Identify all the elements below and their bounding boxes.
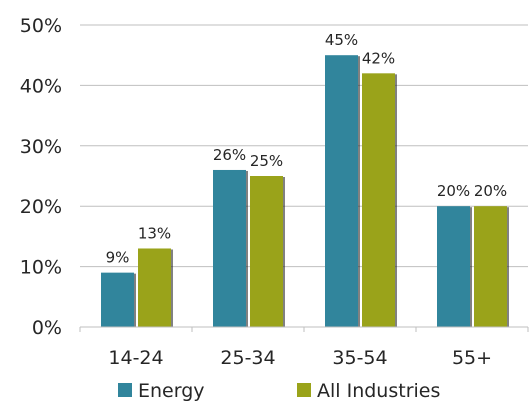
- data-label: 42%: [362, 49, 395, 67]
- y-tick-label: 20%: [20, 196, 62, 218]
- x-axis-tick-marks: [79, 327, 529, 332]
- bar-energy-14-24: [101, 272, 134, 327]
- y-axis-tick-labels: 0% 10% 20% 30% 40% 50%: [20, 15, 62, 339]
- y-tick-label: 10%: [20, 257, 62, 279]
- data-label: 45%: [325, 31, 358, 49]
- bar-energy-25-34: [213, 169, 246, 327]
- data-label: 20%: [437, 182, 470, 200]
- legend-label-all-industries: All Industries: [317, 380, 440, 402]
- bar-all-industries-55+: [474, 206, 507, 327]
- y-tick-label: 40%: [20, 75, 62, 97]
- data-label: 25%: [250, 152, 283, 170]
- x-category-label: 25-34: [220, 347, 275, 369]
- bar-all-industries-25-34: [250, 176, 283, 327]
- x-category-label: 55+: [452, 347, 492, 369]
- legend-swatch-all-industries: [297, 383, 311, 397]
- y-tick-label: 30%: [20, 136, 62, 158]
- legend: Energy All Industries: [118, 380, 440, 402]
- y-tick-label: 0%: [32, 317, 62, 339]
- x-axis-category-labels: 14-24 25-34 35-54 55+: [108, 347, 492, 369]
- legend-swatch-energy: [118, 383, 132, 397]
- x-category-label: 35-54: [332, 347, 387, 369]
- bar-energy-35-54: [325, 55, 358, 327]
- bar-energy-55+: [437, 206, 470, 327]
- x-category-label: 14-24: [108, 347, 163, 369]
- data-label: 26%: [213, 146, 246, 164]
- bars: [101, 55, 509, 327]
- bar-all-industries-35-54: [362, 73, 395, 327]
- data-labels: 9% 13% 26% 25% 45%42% 20% 20%: [106, 31, 508, 266]
- data-label: 9%: [106, 249, 130, 267]
- data-label: 13%: [138, 224, 171, 242]
- data-label: 20%: [474, 182, 507, 200]
- bar-all-industries-14-24: [138, 248, 171, 327]
- y-tick-label: 50%: [20, 15, 62, 37]
- legend-label-energy: Energy: [138, 380, 205, 402]
